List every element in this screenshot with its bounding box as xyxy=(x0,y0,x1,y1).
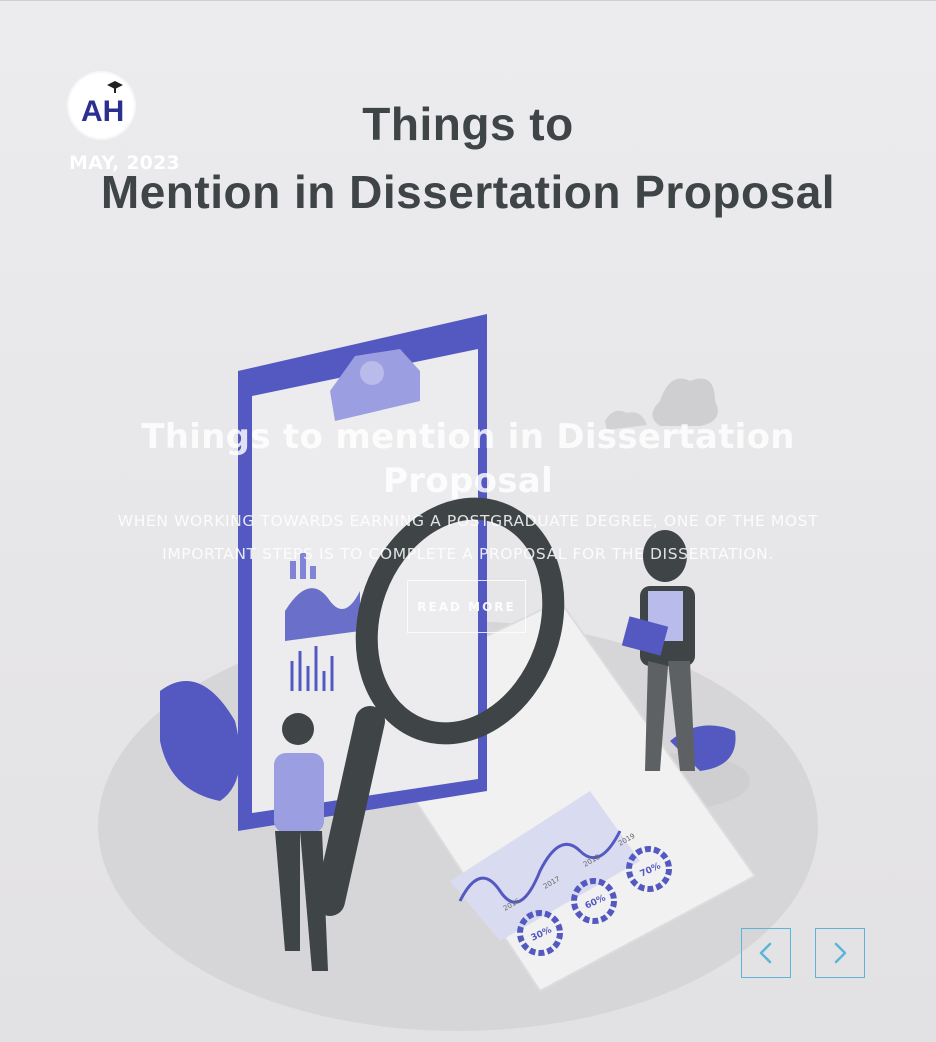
slider-prev-button[interactable] xyxy=(741,928,791,978)
post-description: When working towards earning a postgradu… xyxy=(117,512,819,563)
banner-title-line2: Mention in Dissertation Proposal xyxy=(100,166,836,218)
chevron-right-icon xyxy=(834,942,847,964)
chevron-left-icon xyxy=(759,942,772,964)
banner-title-line1: Things to xyxy=(362,98,574,150)
site-logo[interactable]: AH xyxy=(69,73,134,138)
post-date: MAY, 2023 xyxy=(69,152,180,174)
logo-text: AH xyxy=(81,95,124,128)
logo-mark-icon: AH xyxy=(81,81,124,128)
post-title: Things to mention in Dissertation Propos… xyxy=(141,417,795,501)
read-more-button[interactable]: READ MORE xyxy=(407,580,526,633)
slider-next-button[interactable] xyxy=(815,928,865,978)
